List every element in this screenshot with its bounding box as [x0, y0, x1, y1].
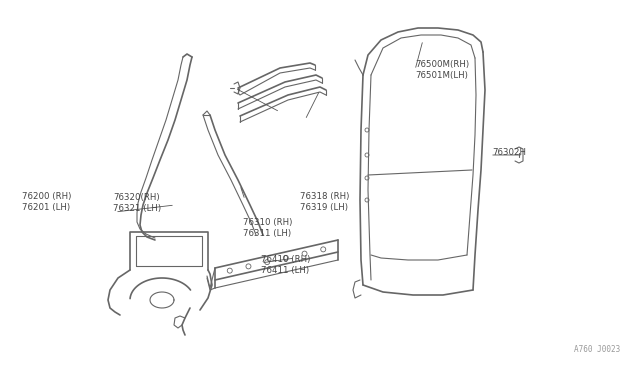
Text: 76410 (RH)
76411 (LH): 76410 (RH) 76411 (LH)	[261, 255, 310, 275]
Text: 76318 (RH)
76319 (LH): 76318 (RH) 76319 (LH)	[300, 192, 349, 212]
Text: 76320(RH)
76321 (LH): 76320(RH) 76321 (LH)	[113, 193, 161, 213]
Text: 76200 (RH)
76201 (LH): 76200 (RH) 76201 (LH)	[22, 192, 72, 212]
Text: 76302H: 76302H	[492, 148, 526, 157]
Text: 76310 (RH)
76311 (LH): 76310 (RH) 76311 (LH)	[243, 218, 292, 238]
Text: A760 J0023: A760 J0023	[573, 345, 620, 354]
Text: 76500M(RH)
76501M(LH): 76500M(RH) 76501M(LH)	[415, 60, 469, 80]
